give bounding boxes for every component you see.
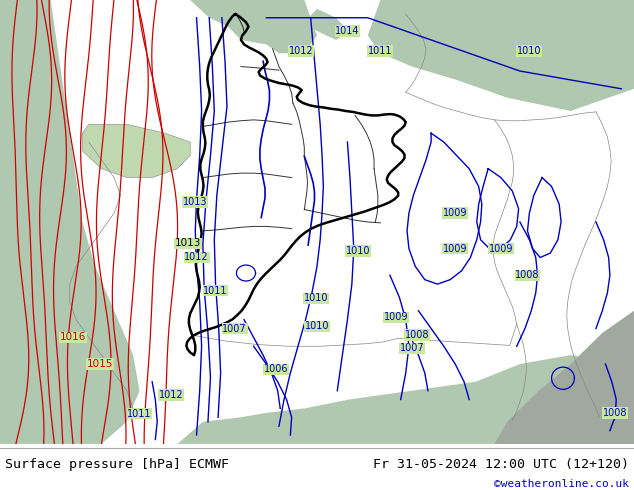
Text: Fr 31-05-2024 12:00 UTC (12+120): Fr 31-05-2024 12:00 UTC (12+120)	[373, 458, 629, 471]
Text: 1012: 1012	[289, 46, 313, 56]
Text: 1011: 1011	[127, 409, 152, 419]
Text: 1009: 1009	[443, 208, 467, 218]
Text: 1007: 1007	[400, 343, 424, 353]
Text: 1010: 1010	[517, 46, 541, 56]
Polygon shape	[495, 311, 634, 444]
Text: 1006: 1006	[264, 365, 288, 374]
Text: 1015: 1015	[87, 359, 113, 369]
Text: 1008: 1008	[405, 330, 429, 340]
Text: 1009: 1009	[489, 244, 513, 254]
Text: Surface pressure [hPa] ECMWF: Surface pressure [hPa] ECMWF	[5, 458, 229, 471]
Text: 1011: 1011	[368, 46, 392, 56]
Text: ©weatheronline.co.uk: ©weatheronline.co.uk	[494, 480, 629, 490]
Text: 1010: 1010	[305, 321, 329, 331]
Text: 1010: 1010	[304, 294, 328, 303]
Polygon shape	[82, 124, 190, 177]
Text: 1014: 1014	[335, 26, 359, 36]
Text: 1013: 1013	[183, 197, 207, 207]
Text: 1007: 1007	[223, 323, 247, 334]
Text: 1016: 1016	[60, 332, 86, 343]
Polygon shape	[190, 0, 317, 53]
Text: 1009: 1009	[384, 313, 408, 322]
Text: 1012: 1012	[159, 390, 183, 400]
Text: 1008: 1008	[515, 270, 540, 280]
Polygon shape	[304, 9, 349, 40]
Polygon shape	[368, 0, 634, 111]
Polygon shape	[178, 355, 634, 444]
Text: 1009: 1009	[443, 244, 467, 254]
Polygon shape	[0, 0, 139, 444]
Text: 1011: 1011	[204, 286, 228, 296]
Text: 1012: 1012	[184, 252, 209, 263]
Text: 1008: 1008	[603, 408, 627, 418]
Text: 1010: 1010	[346, 246, 370, 256]
Text: 1013: 1013	[174, 238, 201, 248]
